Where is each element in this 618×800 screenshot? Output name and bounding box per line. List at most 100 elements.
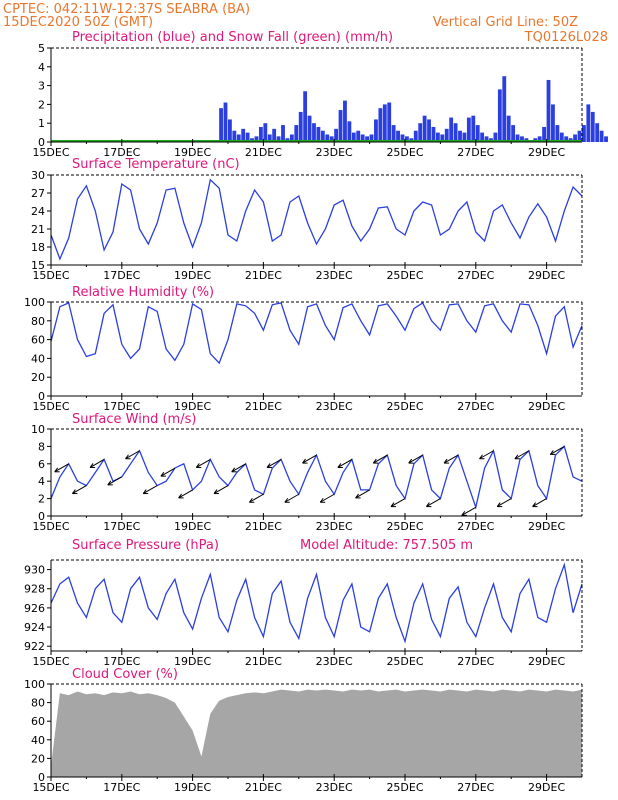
panel-6: Cloud Cover (%) 0 20 40 60 80 100 15DEC 17DEC 19D… [24, 667, 583, 794]
x-tick-label: 29DEC [528, 400, 565, 413]
wind-arrow [213, 485, 229, 495]
precip-bar [466, 117, 471, 142]
precip-bar [356, 130, 361, 142]
panel-title: Relative Humidity (%) [72, 285, 214, 300]
y-tick-label: 922 [24, 640, 45, 653]
y-tick-label: 80 [31, 315, 45, 328]
precip-bar [480, 132, 485, 142]
wind-arrow [72, 485, 87, 495]
x-tick-label: 27DEC [457, 400, 494, 413]
precip-bar [228, 119, 232, 142]
precip-bar [387, 102, 392, 142]
panel-title: Surface Wind (m/s) [72, 412, 196, 427]
precip-bar [343, 100, 347, 142]
y-tick-label: 1 [38, 117, 45, 130]
x-tick-label: 21DEC [245, 146, 282, 159]
precip-bar [493, 132, 498, 142]
x-tick-label: 21DEC [245, 520, 282, 533]
wind-arrow [142, 485, 158, 495]
series-line [50, 562, 583, 644]
wind-arrow [231, 463, 246, 473]
wind-arrow [390, 498, 406, 508]
wind-arrow [125, 450, 140, 460]
precip-bar [289, 134, 294, 142]
precip-bar [258, 126, 263, 142]
wind-arrow [302, 454, 317, 464]
x-tick-label: 23DEC [316, 400, 353, 413]
precip-bar [369, 134, 374, 142]
x-tick-label: 15DEC [32, 400, 69, 413]
x-tick-label: 19DEC [174, 269, 211, 282]
precip-bar [378, 108, 383, 142]
wind-arrow [89, 459, 105, 468]
precip-bar [590, 111, 595, 142]
y-tick-label: 24 [31, 205, 45, 218]
x-tick-label: 15DEC [32, 520, 69, 533]
precip-bar [232, 130, 237, 142]
precip-bar [267, 134, 272, 142]
wind-arrow [425, 498, 441, 508]
precip-bar [577, 130, 582, 142]
precip-bar [374, 119, 378, 142]
panel-title: Surface Temperature (nC) [72, 157, 240, 172]
precip-bar [347, 121, 352, 142]
x-tick-label: 15DEC [32, 269, 69, 282]
y-tick-label: 924 [24, 621, 45, 634]
panel-3: Relative Humidity (%) 0 20 40 60 80 100 15DEC 17… [24, 285, 583, 413]
precip-bar [413, 130, 418, 142]
x-tick-label: 17DEC [103, 520, 140, 533]
precip-bar [559, 132, 564, 142]
panel-4: Surface Wind (m/s) 0 2 4 6 8 10 15DEC 17DEC 19DEC… [31, 412, 583, 533]
precip-bar [312, 123, 316, 142]
x-tick-label: 21DEC [245, 781, 282, 794]
wind-arrow [107, 476, 123, 486]
wind-arrow [496, 498, 512, 508]
precip-bar [400, 134, 405, 142]
precip-bar [334, 128, 339, 142]
precip-bar [303, 91, 308, 142]
wind-arrow [248, 493, 264, 503]
precip-bar [307, 115, 312, 142]
precip-bar [223, 102, 228, 142]
panel-title: Cloud Cover (%) [72, 667, 178, 682]
y-tick-label: 0 [38, 390, 45, 403]
precip-bar [245, 132, 250, 142]
y-tick-label: 6 [38, 458, 45, 471]
y-tick-label: 926 [24, 602, 45, 615]
x-tick-label: 23DEC [316, 520, 353, 533]
precip-bar [573, 134, 577, 142]
precip-bar [427, 119, 431, 142]
y-tick-label: 40 [31, 734, 45, 747]
panel-1: Precipitation (blue) and Snow Fall (gree… [32, 30, 608, 159]
wind-arrow [195, 459, 211, 468]
cloud-cover-area [51, 689, 582, 777]
y-tick-label: 5 [38, 42, 45, 55]
precip-bar [586, 104, 591, 142]
precip-bar [365, 136, 369, 142]
y-tick-label: 18 [31, 241, 45, 254]
x-tick-label: 25DEC [386, 520, 423, 533]
x-tick-label: 23DEC [316, 269, 353, 282]
x-tick-label: 25DEC [386, 269, 423, 282]
y-tick-label: 8 [38, 440, 45, 453]
y-tick-label: 60 [31, 715, 45, 728]
x-tick-label: 15DEC [32, 781, 69, 794]
y-tick-label: 27 [31, 187, 45, 200]
precip-bar [471, 115, 476, 142]
precip-bar [254, 136, 259, 142]
precip-bar [462, 132, 467, 142]
x-tick-label: 27DEC [457, 146, 494, 159]
wind-arrow [266, 459, 282, 468]
x-tick-label: 25DEC [386, 146, 423, 159]
panel-5: Surface Pressure (hPa) Model Altitude: 75… [24, 538, 583, 668]
x-tick-label: 25DEC [386, 781, 423, 794]
x-tick-label: 27DEC [457, 655, 494, 668]
precip-bar [320, 130, 325, 142]
model-id: TQ0126L028 [524, 30, 608, 45]
precip-bar [329, 136, 334, 142]
y-tick-label: 4 [38, 61, 45, 74]
x-tick-label: 21DEC [245, 655, 282, 668]
y-tick-label: 80 [31, 697, 45, 710]
wind-arrow [479, 450, 494, 460]
precip-bar [241, 128, 246, 142]
